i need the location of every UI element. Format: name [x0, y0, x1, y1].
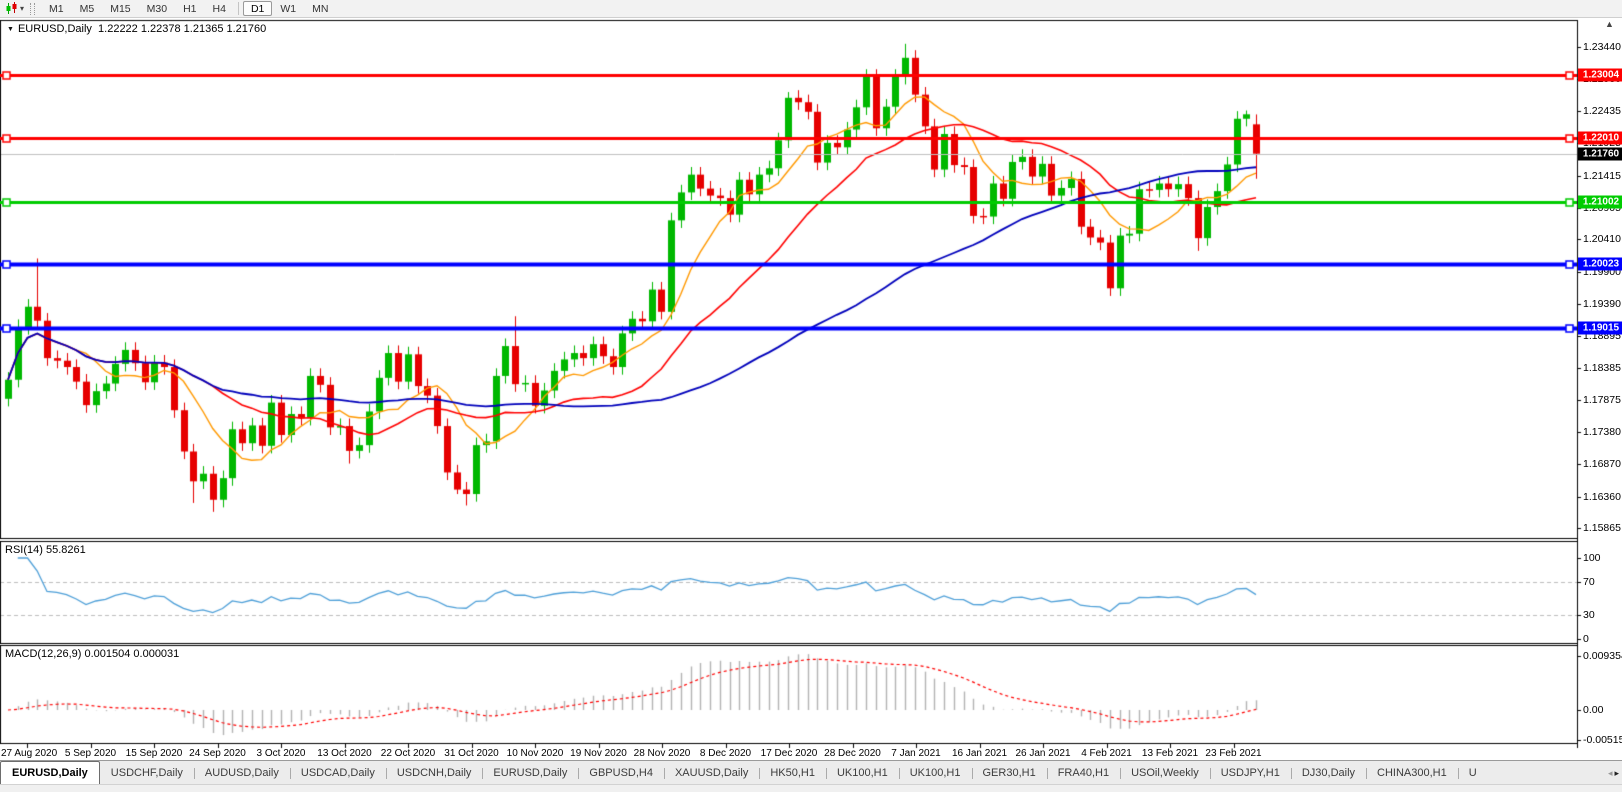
timeframe-button-h1[interactable]: H1 [183, 3, 197, 15]
toolbar-separator [237, 2, 239, 15]
timeframe-button-m30[interactable]: M30 [146, 3, 168, 15]
toolbar: ▾ M1 M5 M15 M30 H1 H4 D1 W1 MN [0, 0, 1622, 18]
toolbar-grip[interactable] [30, 2, 36, 15]
chart-tab-7[interactable]: XAUUSD,Daily [663, 763, 759, 784]
chart-tab-5[interactable]: EURUSD,Daily [482, 763, 578, 784]
chart-area: ▼ EURUSD,Daily 1.22222 1.22378 1.21365 1.… [0, 18, 1622, 760]
timeframe-button-m15[interactable]: M15 [110, 3, 131, 15]
status-bar [0, 784, 1622, 792]
timeframe-button-m5[interactable]: M5 [79, 3, 95, 15]
timeframe-button-d1[interactable]: D1 [242, 1, 273, 16]
timeframe-button-w1[interactable]: W1 [280, 3, 297, 15]
chart-tab-15[interactable]: DJ30,Daily [1290, 763, 1366, 784]
chart-tab-4[interactable]: USDCNH,Daily [385, 763, 483, 784]
tab-scroll-left-icon[interactable]: ◂ [1607, 767, 1613, 778]
chart-tab-1[interactable]: USDCHF,Daily [110, 767, 183, 779]
chart-tab-10[interactable]: UK100,H1 [898, 763, 972, 784]
chart-tab-2[interactable]: AUDUSD,Daily [193, 763, 290, 784]
chart-tab-11[interactable]: GER30,H1 [971, 763, 1047, 784]
tab-scroll-arrows: ◂ ▸ [1604, 761, 1622, 784]
chart-tab-9[interactable]: UK100,H1 [825, 763, 899, 784]
chart-tab-6[interactable]: GBPUSD,H4 [578, 763, 664, 784]
timeframe-button-m1[interactable]: M1 [49, 3, 64, 15]
chart-tab-16[interactable]: CHINA300,H1 [1366, 763, 1458, 784]
timeframe-buttons: M1 M5 M15 M30 H1 H4 D1 W1 MN [41, 0, 336, 18]
chart-tab-0[interactable]: EURUSD,Daily [0, 761, 100, 784]
chart-tab-12[interactable]: FRA40,H1 [1046, 763, 1120, 784]
chart-canvas[interactable] [0, 18, 1622, 760]
chart-tab-14[interactable]: USDJPY,H1 [1209, 763, 1291, 784]
chart-tab-17[interactable]: U [1457, 763, 1488, 784]
chart-type-icon[interactable] [3, 2, 19, 16]
dropdown-caret-icon[interactable]: ▾ [20, 4, 25, 13]
chart-tab-3[interactable]: USDCAD,Daily [289, 763, 386, 784]
chart-tab-13[interactable]: USOil,Weekly [1120, 763, 1210, 784]
timeframe-button-mn[interactable]: MN [312, 3, 329, 15]
timeframe-button-h4[interactable]: H4 [212, 3, 226, 15]
tab-scroll-right-icon[interactable]: ▸ [1614, 767, 1619, 778]
chart-tab-8[interactable]: HK50,H1 [759, 763, 826, 784]
chart-tabs-bar: EURUSD,Daily USDCHF,Daily AUDUSD,Daily USDC… [0, 760, 1622, 784]
